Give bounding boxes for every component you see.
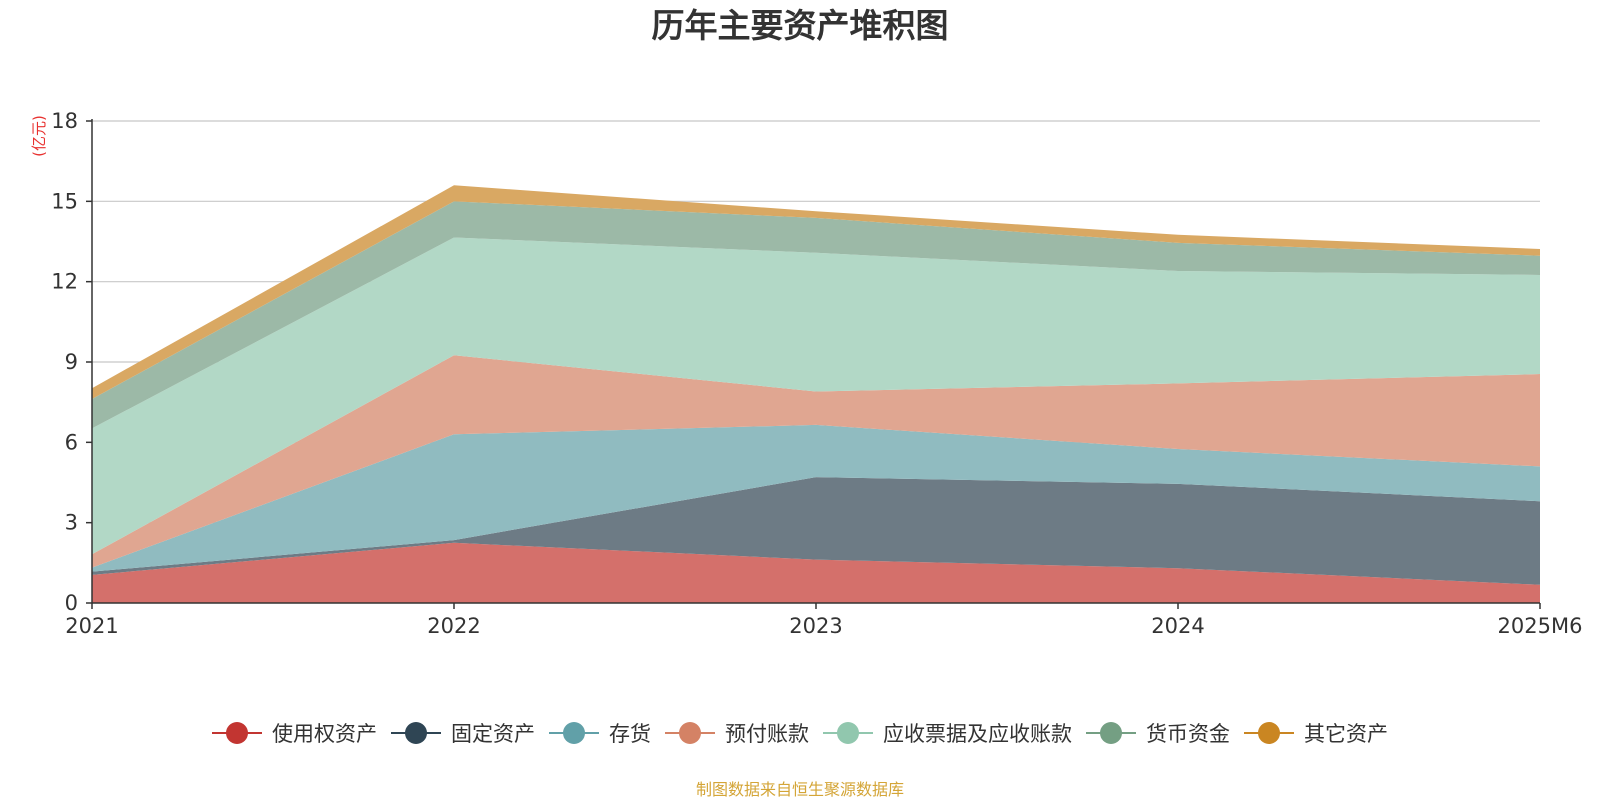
y-tick-label: 6 bbox=[65, 430, 78, 454]
legend: 使用权资产 固定资产 存货 预付账款 应收票据及应收账款 货币资金 其它资产 bbox=[0, 718, 1600, 751]
x-tick-label: 2023 bbox=[789, 614, 842, 638]
legend-label: 使用权资产 bbox=[272, 722, 377, 746]
legend-item[interactable]: 使用权资产 bbox=[212, 718, 377, 748]
legend-marker bbox=[1086, 720, 1136, 746]
legend-marker bbox=[823, 720, 873, 746]
area-series bbox=[92, 185, 1540, 399]
area-series bbox=[92, 201, 1540, 429]
area-series bbox=[92, 477, 1540, 585]
chart-title: 历年主要资产堆积图 bbox=[651, 6, 949, 45]
legend-label: 预付账款 bbox=[725, 722, 809, 746]
legend-item[interactable]: 存货 bbox=[549, 718, 651, 748]
y-tick-label: 12 bbox=[51, 270, 78, 294]
x-tick-label: 2021 bbox=[65, 614, 118, 638]
legend-label: 货币资金 bbox=[1146, 722, 1230, 746]
series-areas bbox=[92, 185, 1540, 603]
legend-item[interactable]: 预付账款 bbox=[665, 718, 809, 748]
legend-label: 其它资产 bbox=[1304, 722, 1388, 746]
area-series bbox=[92, 237, 1540, 555]
y-tick-label: 18 bbox=[51, 109, 78, 133]
source-note: 制图数据来自恒生聚源数据库 bbox=[695, 780, 904, 799]
y-tick-label: 15 bbox=[51, 189, 78, 213]
legend-item[interactable]: 货币资金 bbox=[1086, 718, 1230, 748]
legend-marker bbox=[549, 720, 599, 746]
x-tick-label: 2025M6 bbox=[1498, 614, 1583, 638]
y-tick-label: 9 bbox=[65, 350, 78, 374]
legend-marker bbox=[391, 720, 441, 746]
axes: 0 3 6 9 12 15 18 2021 2022 2023 2024 2025M6 bbox=[51, 109, 1582, 638]
legend-label: 应收票据及应收账款 bbox=[883, 722, 1072, 746]
x-tick-label: 2024 bbox=[1151, 614, 1204, 638]
legend-item[interactable]: 固定资产 bbox=[391, 718, 535, 748]
y-tick-label: 0 bbox=[65, 591, 78, 615]
x-tick-label: 2022 bbox=[427, 614, 480, 638]
legend-marker bbox=[1244, 720, 1294, 746]
legend-label: 存货 bbox=[609, 722, 651, 746]
area-series bbox=[92, 355, 1540, 568]
legend-item[interactable]: 应收票据及应收账款 bbox=[823, 718, 1072, 748]
area-series bbox=[92, 542, 1540, 603]
legend-item[interactable]: 其它资产 bbox=[1244, 718, 1388, 748]
legend-marker bbox=[665, 720, 715, 746]
legend-marker bbox=[212, 720, 262, 746]
area-series bbox=[92, 424, 1540, 572]
y-tick-label: 3 bbox=[65, 511, 78, 535]
legend-label: 固定资产 bbox=[451, 722, 535, 746]
